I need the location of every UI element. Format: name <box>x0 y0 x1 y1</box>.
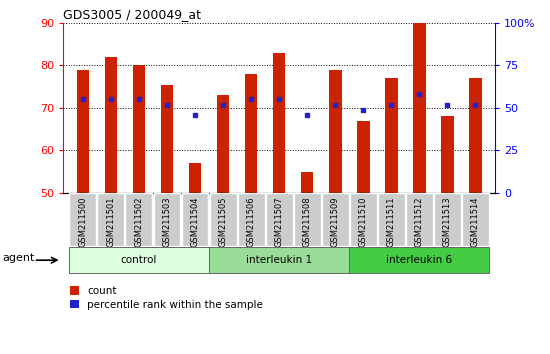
Text: GSM211506: GSM211506 <box>246 196 256 247</box>
Text: GSM211502: GSM211502 <box>134 196 144 247</box>
Bar <box>357 121 370 193</box>
Legend: count, percentile rank within the sample: count, percentile rank within the sample <box>68 285 264 310</box>
Bar <box>189 163 201 193</box>
Text: GSM211510: GSM211510 <box>359 196 368 247</box>
Bar <box>217 95 229 193</box>
Text: interleukin 1: interleukin 1 <box>246 255 312 265</box>
Bar <box>210 193 236 246</box>
Bar <box>462 193 489 246</box>
Text: GSM211514: GSM211514 <box>471 196 480 247</box>
Bar <box>133 65 145 193</box>
Bar <box>238 193 265 246</box>
Bar <box>434 193 461 246</box>
Text: GSM211509: GSM211509 <box>331 196 340 247</box>
Bar <box>209 247 349 273</box>
Text: agent: agent <box>3 253 35 263</box>
Text: GSM211501: GSM211501 <box>106 196 116 247</box>
Text: interleukin 6: interleukin 6 <box>386 255 452 265</box>
Bar <box>413 23 426 193</box>
Bar <box>97 193 124 246</box>
Bar <box>329 70 342 193</box>
Bar <box>378 193 405 246</box>
Text: GSM211505: GSM211505 <box>218 196 228 247</box>
Text: GSM211508: GSM211508 <box>302 196 312 247</box>
Text: GSM211511: GSM211511 <box>387 196 396 247</box>
Bar <box>294 193 321 246</box>
Bar <box>301 172 314 193</box>
Bar <box>104 57 117 193</box>
Text: GSM211504: GSM211504 <box>190 196 200 247</box>
Bar <box>349 247 490 273</box>
Bar <box>273 53 285 193</box>
Bar <box>350 193 377 246</box>
Bar <box>385 78 398 193</box>
Bar <box>125 193 152 246</box>
Text: GSM211503: GSM211503 <box>162 196 172 247</box>
Bar <box>322 193 349 246</box>
Bar <box>69 247 209 273</box>
Text: GDS3005 / 200049_at: GDS3005 / 200049_at <box>63 8 201 21</box>
Bar <box>406 193 433 246</box>
Text: GSM211512: GSM211512 <box>415 196 424 247</box>
Text: GSM211500: GSM211500 <box>78 196 87 247</box>
Text: control: control <box>121 255 157 265</box>
Bar <box>153 193 180 246</box>
Text: GSM211507: GSM211507 <box>274 196 284 247</box>
Bar <box>69 193 96 246</box>
Bar <box>76 70 89 193</box>
Bar <box>441 116 454 193</box>
Bar <box>469 78 482 193</box>
Text: GSM211513: GSM211513 <box>443 196 452 247</box>
Bar <box>161 85 173 193</box>
Bar <box>266 193 293 246</box>
Bar <box>182 193 208 246</box>
Bar <box>245 74 257 193</box>
